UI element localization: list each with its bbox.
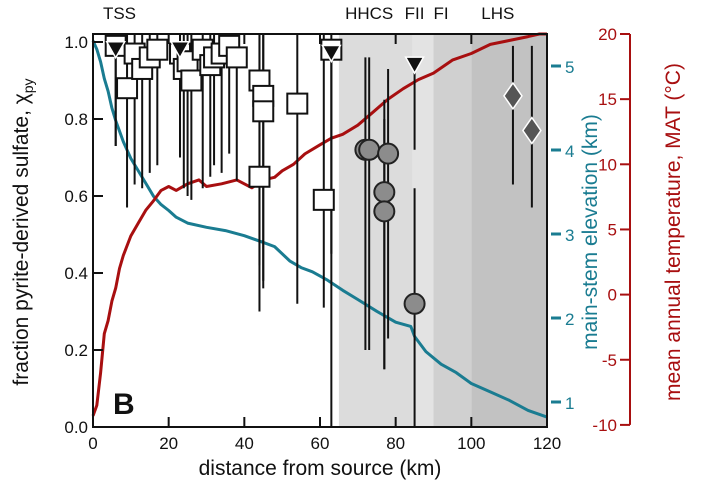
square-marker	[116, 77, 139, 100]
diamond-marker	[521, 116, 542, 145]
square-marker	[248, 165, 271, 188]
y-tick-label: 0.2	[64, 341, 88, 360]
x-tick-label: 20	[159, 434, 178, 453]
square-marker	[312, 188, 335, 211]
y-tick-label: 1.0	[64, 33, 88, 52]
square-marker	[146, 38, 169, 61]
panel-label: B	[113, 388, 135, 421]
circle-marker	[358, 138, 381, 161]
x-tick-label: 80	[386, 434, 405, 453]
square-marker	[180, 69, 203, 92]
y2-axis-label: main-stem elevation (km)	[579, 114, 602, 350]
triangle-marker	[404, 56, 425, 75]
y3-tick-label: 15	[598, 90, 617, 109]
zone-band	[338, 34, 413, 427]
x-tick-label: 100	[457, 434, 485, 453]
y3-tick-label: -10	[592, 416, 617, 435]
square-marker	[225, 46, 248, 69]
square-marker	[286, 92, 309, 115]
square-marker	[252, 100, 275, 123]
y-tick-label: 0.6	[64, 187, 88, 206]
y3-tick-label: 5	[608, 220, 617, 239]
y3-tick-label: 20	[598, 25, 617, 44]
x-tick-label: 40	[235, 434, 254, 453]
triangle-marker	[321, 44, 342, 64]
y3-axis-label: mean annual temperature, MAT (°C)	[662, 63, 685, 401]
y-tick-label: 0.4	[64, 264, 88, 283]
zone-label: FI	[434, 4, 449, 23]
y-tick-label: 0.0	[64, 418, 88, 437]
y3-tick-label: -5	[602, 351, 617, 370]
zone-label: FII	[405, 4, 425, 23]
y-axis-label-sub: py	[20, 78, 36, 93]
circle-marker	[377, 142, 400, 165]
x-tick-label: 60	[311, 434, 330, 453]
y2-tick-label: 3	[565, 226, 574, 245]
y2-tick-label: 1	[565, 394, 574, 413]
y-axis-label: fraction pyrite-derived sulfate, χpy	[10, 78, 36, 385]
circle-marker	[373, 200, 396, 223]
y3-tick-label: 10	[598, 155, 617, 174]
triangle-marker	[105, 40, 126, 60]
triangle-marker	[169, 40, 191, 60]
temperature-line	[91, 32, 547, 417]
zone-band	[412, 34, 434, 427]
y2-tick-label: 5	[565, 58, 574, 77]
x-tick-label: 0	[88, 434, 97, 453]
y2-tick-label: 2	[565, 310, 574, 329]
y-tick-label: 0.8	[64, 110, 88, 129]
zone-band	[433, 34, 472, 427]
x-tick-label: 120	[533, 434, 561, 453]
circle-marker	[403, 292, 426, 315]
circle-marker	[373, 181, 396, 204]
zone-label: HHCS	[345, 4, 393, 23]
zone-label: TSS	[103, 4, 136, 23]
y2-tick-label: 4	[565, 142, 574, 161]
diamond-marker	[503, 81, 523, 111]
y3-tick-label: 0	[608, 286, 617, 305]
y-axis-label-main: fraction pyrite-derived sulfate, χ	[10, 93, 33, 385]
x-axis-label: distance from source (km)	[199, 457, 442, 480]
zone-label: LHS	[481, 4, 514, 23]
